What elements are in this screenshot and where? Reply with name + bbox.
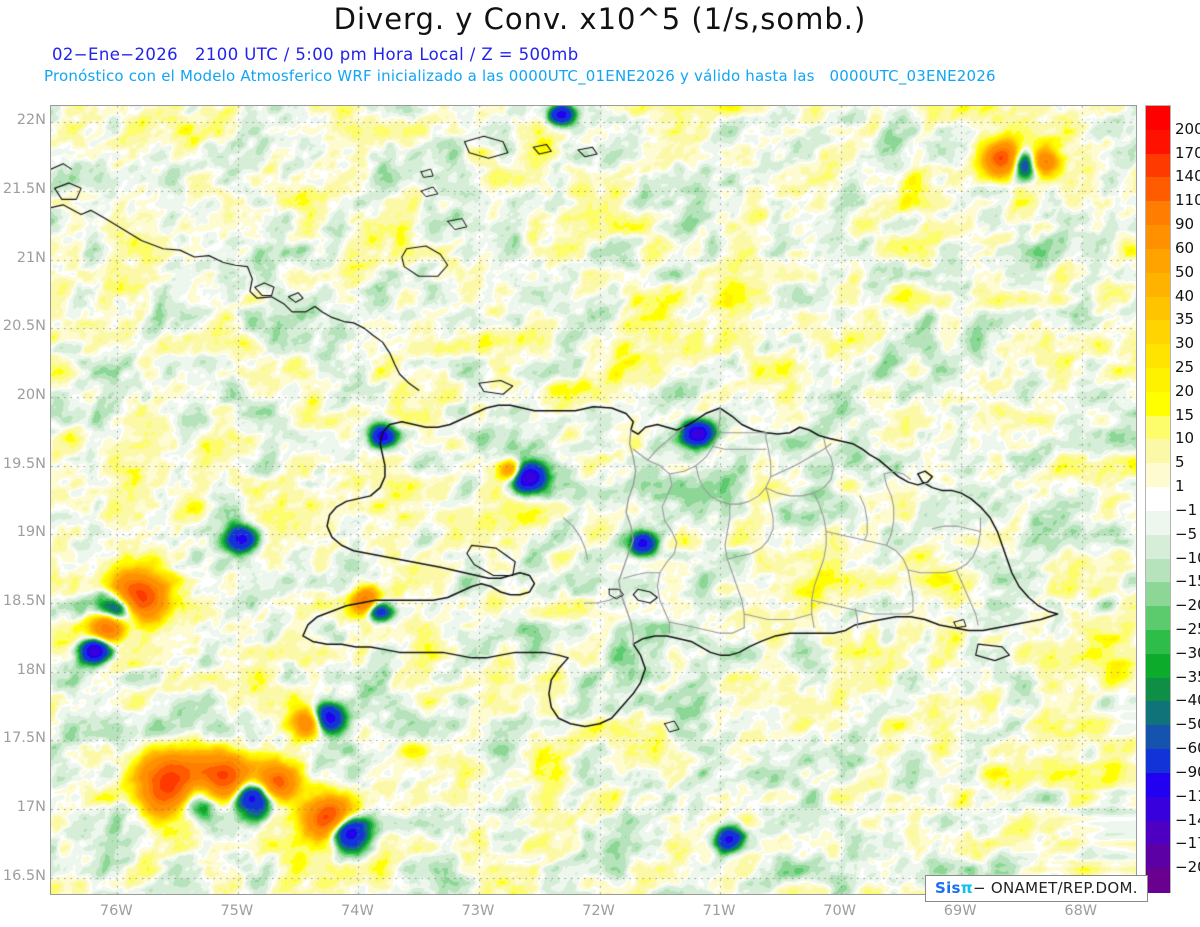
y-tick-18N: 18N — [16, 661, 46, 678]
y-tick-22N: 22N — [16, 112, 46, 129]
x-tick-71W: 71W — [702, 903, 736, 919]
colorbar-label-m200: −200 — [1175, 858, 1200, 877]
colorbar-segment — [1146, 534, 1170, 560]
colorbar-segment — [1146, 725, 1170, 750]
colorbar-segment — [1146, 153, 1170, 179]
colorbar-label-m15: −15 — [1175, 572, 1200, 591]
colorbar-segment — [1146, 558, 1170, 583]
colorbar-label-60: 60 — [1175, 238, 1195, 257]
colorbar-segment — [1146, 272, 1170, 298]
y-tick-21N: 21N — [16, 249, 46, 266]
colorbar-label-20: 20 — [1175, 381, 1195, 400]
colorbar-label-5: 5 — [1175, 453, 1185, 472]
watermark-agency: − ONAMET/REP.DOM. — [972, 879, 1138, 897]
colorbar-segment — [1146, 606, 1170, 631]
colorbar-segment — [1146, 487, 1170, 512]
colorbar-segment — [1146, 463, 1170, 488]
colorbar-segment — [1146, 582, 1170, 607]
colorbar-segment — [1146, 344, 1170, 369]
colorbar-segment — [1146, 391, 1170, 417]
colorbar-label-110: 110 — [1175, 191, 1200, 210]
colorbar-segment — [1146, 201, 1170, 226]
colorbar-segment — [1146, 296, 1170, 321]
source-watermark: Sisπ− ONAMET/REP.DOM. — [925, 875, 1148, 902]
colorbar-segment — [1146, 248, 1170, 274]
watermark-brand-sis: Sis — [935, 879, 961, 897]
colorbar-segment — [1146, 844, 1170, 869]
y-tick-20N: 20N — [16, 387, 46, 404]
colorbar-segment — [1146, 225, 1170, 250]
colorbar-label-1: 1 — [1175, 477, 1185, 496]
colorbar-label-10: 10 — [1175, 429, 1195, 448]
colorbar-segment — [1146, 772, 1170, 798]
y-tick-17.5N: 17.5N — [2, 730, 46, 747]
colorbar-label-30: 30 — [1175, 334, 1195, 353]
x-tick-69W: 69W — [943, 903, 977, 919]
subtitle-model-info: Pronóstico con el Modelo Atmosferico WRF… — [44, 67, 996, 85]
page-title: Diverg. y Conv. x10^5 (1/s,somb.) — [333, 2, 867, 36]
colorbar-label-m110: −110 — [1175, 786, 1200, 805]
x-tick-68W: 68W — [1064, 903, 1098, 919]
colorbar-label-m170: −170 — [1175, 834, 1200, 853]
colorbar-label-m20: −20 — [1175, 596, 1200, 615]
x-tick-73W: 73W — [461, 903, 495, 919]
colorbar-segment — [1146, 653, 1170, 679]
y-tick-16.5N: 16.5N — [2, 867, 46, 884]
watermark-brand-pi: π — [960, 879, 973, 897]
colorbar-segment — [1146, 320, 1170, 345]
colorbar-segment — [1146, 368, 1170, 393]
y-tick-18.5N: 18.5N — [2, 592, 46, 609]
colorbar-label-m10: −10 — [1175, 548, 1200, 567]
subtitle-valid-time: 02−Ene−2026 2100 UTC / 5:00 pm Hora Loca… — [52, 45, 579, 64]
colorbar-segment — [1146, 415, 1170, 441]
colorbar-segment — [1146, 796, 1170, 822]
colorbar-segment — [1146, 129, 1170, 155]
colorbar-label-m1: −1 — [1175, 500, 1198, 519]
x-tick-74W: 74W — [341, 903, 374, 919]
colorbar-label-170: 170 — [1175, 143, 1200, 162]
x-tick-75W: 75W — [220, 903, 254, 919]
colorbar-label-m90: −90 — [1175, 762, 1200, 781]
colorbar-segment — [1146, 701, 1170, 726]
colorbar-segment — [1146, 106, 1170, 131]
colorbar-label-m50: −50 — [1175, 715, 1200, 734]
colorbar-segment — [1146, 677, 1170, 703]
map-plot-area[interactable] — [50, 105, 1137, 895]
colorbar-segment — [1146, 820, 1170, 845]
y-tick-20.5N: 20.5N — [2, 318, 46, 335]
colorbar-segment — [1146, 749, 1170, 774]
colorbar-label-200: 200 — [1175, 119, 1200, 138]
colorbar-segment — [1146, 868, 1170, 893]
x-tick-76W: 76W — [99, 903, 133, 919]
y-tick-19.5N: 19.5N — [2, 455, 46, 472]
y-tick-17N: 17N — [16, 798, 46, 815]
colorbar-label-m140: −140 — [1175, 810, 1200, 829]
colorbar-label-m5: −5 — [1175, 524, 1198, 543]
colorbar-label-140: 140 — [1175, 167, 1200, 186]
colorbar-label-90: 90 — [1175, 215, 1195, 234]
colorbar-segment — [1146, 177, 1170, 202]
colorbar-label-m25: −25 — [1175, 620, 1200, 638]
colorbar — [1145, 105, 1171, 893]
colorbar-label-50: 50 — [1175, 262, 1195, 281]
colorbar-segment — [1146, 510, 1170, 536]
colorbar-segment — [1146, 630, 1170, 655]
x-tick-72W: 72W — [582, 903, 615, 919]
colorbar-label-m35: −35 — [1175, 667, 1200, 686]
colorbar-label-35: 35 — [1175, 310, 1195, 329]
coastline-and-province-borders — [51, 106, 1136, 894]
colorbar-label-40: 40 — [1175, 286, 1195, 305]
y-tick-19N: 19N — [16, 524, 46, 541]
y-tick-21.5N: 21.5N — [2, 181, 46, 198]
colorbar-label-15: 15 — [1175, 405, 1195, 424]
colorbar-label-m60: −60 — [1175, 739, 1200, 758]
colorbar-label-m40: −40 — [1175, 691, 1200, 710]
colorbar-label-m30: −30 — [1175, 643, 1200, 662]
colorbar-segment — [1146, 439, 1170, 464]
colorbar-label-25: 25 — [1175, 358, 1195, 376]
x-tick-70W: 70W — [823, 903, 857, 919]
